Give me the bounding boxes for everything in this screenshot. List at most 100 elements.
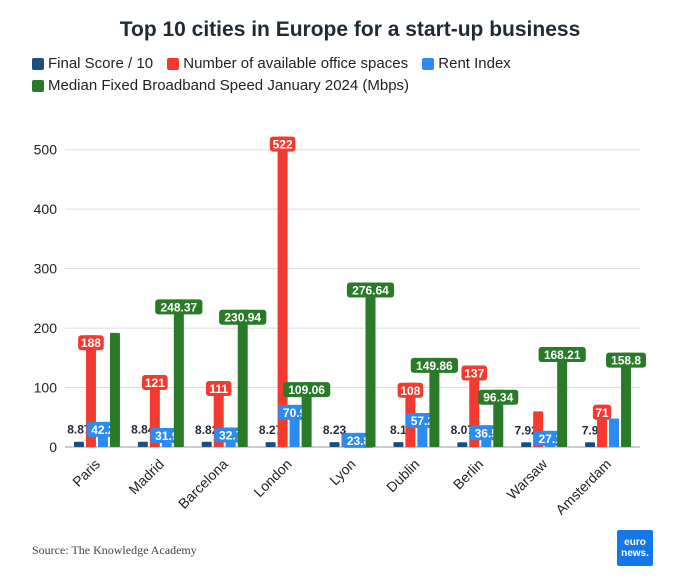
data-label: 32.7: [219, 429, 243, 443]
legend-label-office-spaces: Number of available office spaces: [183, 55, 409, 72]
x-tick-label: Dublin: [383, 456, 422, 495]
data-label: 57.2: [411, 414, 435, 428]
data-label: 8.87: [67, 423, 91, 437]
logo-text-bottom: news.: [621, 548, 649, 559]
bar: [265, 442, 276, 447]
y-tick-label: 100: [34, 380, 58, 396]
bar: [201, 441, 212, 447]
y-tick-label: 500: [34, 142, 58, 158]
chart-legend: Final Score / 10 Number of available off…: [32, 54, 672, 98]
data-label: 7.9: [582, 423, 599, 437]
x-tick-label: Berlin: [450, 456, 487, 493]
bar: [585, 442, 596, 447]
data-label: 149.86: [416, 359, 453, 373]
data-label-bg: [142, 375, 168, 391]
data-label: 7.92: [514, 423, 538, 437]
legend-swatch-final-score: [32, 58, 44, 70]
data-label-bg: [397, 382, 424, 398]
data-label: 36.5: [475, 426, 499, 440]
bar: [521, 442, 532, 447]
data-label: 158.8: [611, 354, 641, 368]
data-label-bg: [577, 422, 603, 438]
data-label: 276.64: [352, 284, 389, 298]
x-tick-label: London: [250, 456, 294, 500]
bar: [301, 382, 312, 447]
bar: [457, 442, 468, 447]
bar: [393, 442, 404, 447]
data-label: 168.21: [544, 348, 581, 362]
y-tick-label: 200: [34, 320, 58, 336]
x-tick-label: Paris: [69, 456, 103, 490]
legend-item-rent-index: Rent Index: [422, 54, 511, 74]
legend-label-final-score: Final Score / 10: [48, 55, 154, 72]
data-label: 71: [595, 406, 609, 420]
bar: [557, 346, 568, 447]
data-label: 137: [464, 367, 484, 381]
data-label-bg: [385, 422, 412, 438]
bar: [609, 418, 620, 447]
data-label-bg: [219, 309, 267, 325]
data-label: 27.1: [538, 432, 562, 446]
data-label: 8.27: [259, 423, 283, 437]
data-label: 8.23: [323, 423, 347, 437]
legend-label-rent-index: Rent Index: [438, 55, 511, 72]
legend-swatch-rent-index: [422, 58, 435, 70]
chart-title: Top 10 cities in Europe for a start-up b…: [119, 18, 581, 41]
data-label-bg: [346, 282, 395, 298]
x-tick-label: Madrid: [125, 456, 167, 498]
data-label: 248.37: [160, 300, 197, 314]
data-label-bg: [205, 381, 232, 397]
data-label-bg: [461, 365, 488, 381]
data-label: 109.06: [288, 383, 325, 397]
data-label: 8.82: [195, 423, 219, 437]
euronews-logo: euro news.: [617, 530, 653, 566]
data-label: 121: [145, 376, 165, 390]
data-label: 31.9: [155, 429, 179, 443]
data-label: 96.34: [483, 391, 513, 405]
y-tick-label: 400: [34, 201, 58, 217]
legend-label-broadband: Median Fixed Broadband Speed January 202…: [48, 77, 410, 94]
bar: [365, 282, 376, 447]
data-label-bg: [410, 357, 458, 373]
bar: [329, 442, 340, 447]
data-label: 188: [81, 336, 101, 350]
data-label-bg: [538, 346, 586, 362]
x-tick-label: Warsaw: [504, 455, 551, 502]
legend-item-office-spaces: Number of available office spaces: [167, 54, 408, 74]
legend-item-broadband: Median Fixed Broadband Speed January 202…: [32, 76, 409, 96]
x-tick-label: Barcelona: [175, 456, 231, 512]
bar: [137, 441, 148, 447]
legend-item-final-score: Final Score / 10: [32, 54, 153, 74]
data-label-bg: [269, 136, 296, 152]
bar: [109, 332, 120, 447]
data-label: 8.1: [390, 423, 407, 437]
bar: [621, 352, 632, 447]
data-label: 230.94: [224, 311, 261, 325]
data-label: 70.9: [283, 406, 307, 420]
x-tick-label: Lyon: [326, 456, 358, 488]
data-label-bg: [283, 382, 331, 398]
data-label: 111: [209, 382, 228, 396]
data-label: 522: [273, 138, 293, 152]
data-label: 108: [400, 384, 420, 398]
y-tick-label: 300: [34, 261, 58, 277]
data-label-bg: [155, 299, 203, 315]
data-label: 8.84: [131, 423, 155, 437]
bar: [429, 357, 440, 447]
data-label: 42.2: [91, 423, 115, 437]
data-label-bg: [78, 335, 104, 351]
data-label-bg: [478, 389, 519, 405]
x-tick-label: Amsterdam: [552, 456, 614, 518]
data-label: 8.07: [451, 423, 475, 437]
bar: [173, 299, 184, 447]
legend-swatch-broadband: [32, 80, 44, 92]
y-tick-label: 0: [49, 439, 57, 455]
logo-text-top: euro: [624, 537, 646, 548]
bar: [237, 309, 248, 447]
legend-swatch-office-spaces: [167, 58, 180, 70]
source-note: Source: The Knowledge Academy: [32, 543, 197, 557]
data-label-bg: [592, 404, 612, 420]
data-label-bg: [606, 352, 647, 368]
bar: [73, 441, 84, 447]
